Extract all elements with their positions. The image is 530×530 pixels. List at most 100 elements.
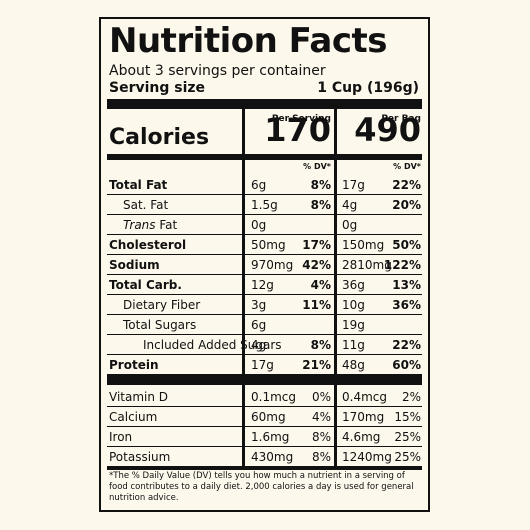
serving-dv: 42%	[302, 258, 331, 272]
column-divider-left	[242, 109, 245, 466]
calories-divider	[107, 154, 422, 160]
bag-amount: 4g	[342, 198, 358, 212]
dv-header-bag: % DV*	[393, 162, 421, 171]
bag-amount: 1240mg	[342, 450, 392, 464]
nutrient-row: Total Fat 6g 8% 17g 22%	[101, 175, 428, 195]
nutrient-row: Total Sugars 6g 19g	[101, 315, 428, 335]
bag-dv: 20%	[392, 198, 421, 212]
serving-amount: 0.1mcg	[251, 390, 296, 404]
bag-amount: 36g	[342, 278, 365, 292]
row-divider	[107, 446, 422, 447]
nutrient-row: Cholesterol 50mg 17% 150mg 50%	[101, 235, 428, 255]
serving-dv: 8%	[310, 338, 331, 352]
serving-amount: 50mg	[251, 238, 286, 252]
nutrient-name: Total Fat	[109, 178, 168, 192]
bag-amount: 0g	[342, 218, 358, 232]
nutrient-name: Trans Fat	[123, 218, 178, 232]
serving-amount: 970mg	[251, 258, 294, 272]
footnote-divider	[107, 466, 422, 470]
serving-dv: 4%	[311, 410, 331, 424]
serving-amount: 430mg	[251, 450, 294, 464]
serving-size-value: 1 Cup (196g)	[317, 80, 419, 96]
bag-dv: 15%	[394, 410, 421, 424]
row-divider	[107, 214, 422, 215]
bag-amount: 48g	[342, 358, 365, 372]
nutrient-row: Protein 17g 21% 48g 60%	[101, 355, 428, 375]
nutrient-name: Dietary Fiber	[123, 298, 201, 312]
thick-divider-vitamins	[107, 375, 422, 385]
serving-dv: 21%	[302, 358, 331, 372]
bag-dv: 50%	[392, 238, 421, 252]
nutrient-row: Dietary Fiber 3g 11% 10g 36%	[101, 295, 428, 315]
row-divider	[107, 194, 422, 195]
bag-amount: 0.4mcg	[342, 390, 387, 404]
row-divider	[107, 334, 422, 335]
calories-label: Calories	[109, 125, 210, 150]
bag-dv: 25%	[394, 450, 421, 464]
bag-amount: 10g	[342, 298, 365, 312]
row-divider	[107, 426, 422, 427]
serving-amount: 6g	[251, 178, 267, 192]
bag-amount: 2810mg	[342, 258, 392, 272]
serving-amount: 3g	[251, 298, 267, 312]
panel-title: Nutrition Facts	[109, 21, 387, 61]
bag-dv: 60%	[392, 358, 421, 372]
serving-dv: 8%	[311, 450, 331, 464]
column-divider-right	[334, 109, 337, 466]
serving-amount: 60mg	[251, 410, 286, 424]
serving-amount: 17g	[251, 358, 274, 372]
bag-amount: 19g	[342, 318, 365, 332]
bag-dv: 2%	[401, 390, 421, 404]
row-divider	[107, 354, 422, 355]
vitamin-name: Iron	[109, 430, 133, 444]
row-divider	[107, 374, 422, 375]
nutrition-facts-panel: Nutrition Facts About 3 servings per con…	[99, 17, 430, 512]
vitamin-row: Potassium 430mg 8% 1240mg 25%	[101, 447, 428, 467]
bag-dv: 13%	[392, 278, 421, 292]
serving-dv: 17%	[302, 238, 331, 252]
bag-dv: 36%	[392, 298, 421, 312]
nutrient-name: Sodium	[109, 258, 160, 272]
nutrient-name: Total Carb.	[109, 278, 182, 292]
vitamin-name: Potassium	[109, 450, 171, 464]
serving-amount: 1.6mg	[251, 430, 290, 444]
nutrient-row: Trans Fat 0g 0g	[101, 215, 428, 235]
vitamin-row: Calcium 60mg 4% 170mg 15%	[101, 407, 428, 427]
serving-dv: 8%	[310, 198, 331, 212]
nutrient-name: Sat. Fat	[123, 198, 169, 212]
vitamin-name: Calcium	[109, 410, 158, 424]
serving-amount: 12g	[251, 278, 274, 292]
serving-dv: 8%	[311, 430, 331, 444]
vitamin-row: Iron 1.6mg 8% 4.6mg 25%	[101, 427, 428, 447]
bag-amount: 4.6mg	[342, 430, 381, 444]
nutrient-row: Included Added Sugars 4g 8% 11g 22%	[101, 335, 428, 355]
nutrient-name: Total Sugars	[123, 318, 197, 332]
serving-amount: 1.5g	[251, 198, 278, 212]
thick-divider-top	[107, 99, 422, 109]
bag-amount: 170mg	[342, 410, 385, 424]
row-divider	[107, 234, 422, 235]
vitamin-row: Vitamin D 0.1mcg 0% 0.4mcg 2%	[101, 387, 428, 407]
serving-dv: 0%	[311, 390, 331, 404]
nutrient-row: Sat. Fat 1.5g 8% 4g 20%	[101, 195, 428, 215]
serving-amount: 0g	[251, 218, 267, 232]
nutrient-name: Cholesterol	[109, 238, 187, 252]
dv-header-serving: % DV*	[303, 162, 331, 171]
row-divider	[107, 294, 422, 295]
serving-dv: 11%	[302, 298, 331, 312]
vitamin-name: Vitamin D	[109, 390, 169, 404]
servings-per-container: About 3 servings per container	[109, 63, 326, 79]
bag-amount: 150mg	[342, 238, 385, 252]
calories-per-serving: 170	[264, 111, 331, 149]
calories-per-bag: 490	[354, 111, 421, 149]
bag-dv: 25%	[394, 430, 421, 444]
serving-dv: 4%	[310, 278, 331, 292]
bag-amount: 11g	[342, 338, 365, 352]
serving-amount: 6g	[251, 318, 267, 332]
bag-dv: 22%	[392, 338, 421, 352]
per-bag-header: Per Bag	[381, 114, 421, 124]
footnote: *The % Daily Value (DV) tells you how mu…	[109, 471, 414, 503]
serving-amount: 4g	[251, 338, 267, 352]
bag-dv: 22%	[392, 178, 421, 192]
bag-amount: 17g	[342, 178, 365, 192]
